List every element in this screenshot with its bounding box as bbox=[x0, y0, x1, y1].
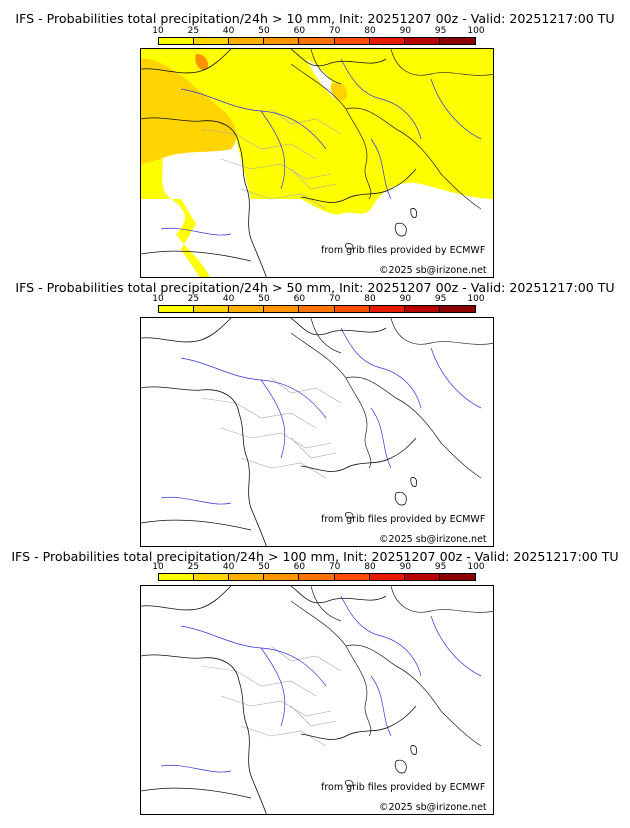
colorbar-tick-label: 25 bbox=[187, 26, 200, 36]
colorbar-swatch bbox=[334, 574, 370, 580]
colorbar-swatch bbox=[229, 574, 265, 580]
colorbar-tick-label: 25 bbox=[187, 294, 200, 304]
colorbar-tick-label: 95 bbox=[434, 562, 447, 572]
colorbar-swatch bbox=[439, 306, 475, 312]
colorbar-tick-label: 80 bbox=[364, 562, 376, 572]
panel-title: IFS - Probabilities total precipitation/… bbox=[15, 280, 615, 295]
colorbar-tick-label: 70 bbox=[328, 294, 341, 304]
colorbar-tick-label: 90 bbox=[399, 26, 412, 36]
coastline bbox=[141, 318, 417, 546]
colorbar-tick-label: 100 bbox=[467, 562, 485, 572]
source-credit: from grib files provided by ECMWF bbox=[321, 782, 486, 793]
probability-shading bbox=[141, 49, 493, 277]
colorbar-tick-label: 50 bbox=[258, 294, 270, 304]
colorbar-tick-label: 10 bbox=[152, 294, 164, 304]
probability-area-10-25-inland bbox=[141, 49, 493, 215]
colorbar-swatch bbox=[299, 306, 335, 312]
colorbar-swatch bbox=[159, 38, 195, 44]
country-borders bbox=[290, 586, 493, 747]
probability-colorbar: 10 25 40 50 60 70 80 90 95 100 bbox=[152, 294, 485, 314]
map-canvas bbox=[141, 586, 493, 814]
colorbar-swatches bbox=[158, 305, 476, 313]
colorbar-swatch bbox=[369, 38, 405, 44]
copyright-credit: ©2025 sb@irizone.net bbox=[379, 534, 487, 545]
panel-title: IFS - Probabilities total precipitation/… bbox=[11, 549, 619, 564]
colorbar-swatch bbox=[369, 574, 405, 580]
colorbar-swatch bbox=[334, 306, 370, 312]
colorbar-swatches bbox=[158, 37, 476, 45]
colorbar-swatch bbox=[299, 38, 335, 44]
country-borders bbox=[290, 318, 493, 479]
colorbar-tick-label: 80 bbox=[364, 26, 376, 36]
probability-area-10-25 bbox=[141, 49, 493, 277]
colorbar-swatch bbox=[404, 38, 440, 44]
coastline bbox=[141, 586, 417, 814]
colorbar-tick-label: 60 bbox=[293, 562, 306, 572]
colorbar-swatch bbox=[334, 38, 370, 44]
source-credit: from grib files provided by ECMWF bbox=[321, 245, 486, 256]
colorbar-tick-label: 95 bbox=[434, 294, 447, 304]
region-boundaries bbox=[200, 645, 342, 747]
probability-colorbar: 10 25 40 50 60 70 80 90 95 100 bbox=[152, 26, 485, 46]
coastline bbox=[141, 49, 417, 277]
rivers bbox=[160, 58, 482, 236]
colorbar-swatch bbox=[439, 38, 475, 44]
rivers bbox=[160, 327, 482, 505]
islands bbox=[344, 745, 418, 787]
colorbar-swatch bbox=[159, 574, 195, 580]
colorbar-tick-label: 60 bbox=[293, 26, 306, 36]
colorbar-swatch bbox=[194, 574, 230, 580]
precipitation-map: from grib files provided by ECMWF ©2025 … bbox=[140, 317, 494, 547]
precipitation-map: from grib files provided by ECMWF ©2025 … bbox=[140, 585, 494, 815]
copyright-credit: ©2025 sb@irizone.net bbox=[379, 802, 487, 813]
colorbar-swatch bbox=[369, 306, 405, 312]
rivers bbox=[160, 595, 482, 773]
colorbar-swatch bbox=[264, 306, 300, 312]
map-canvas bbox=[141, 318, 493, 546]
colorbar-swatch bbox=[194, 306, 230, 312]
colorbar-tick-label: 25 bbox=[187, 562, 200, 572]
colorbar-tick-label: 10 bbox=[152, 562, 164, 572]
islands bbox=[344, 477, 418, 519]
colorbar-tick-label: 100 bbox=[467, 294, 485, 304]
colorbar-swatch bbox=[404, 574, 440, 580]
colorbar-tick-label: 70 bbox=[328, 562, 341, 572]
colorbar-swatch bbox=[299, 574, 335, 580]
colorbar-swatch bbox=[404, 306, 440, 312]
colorbar-swatch bbox=[159, 306, 195, 312]
colorbar-swatch bbox=[264, 38, 300, 44]
colorbar-tick-label: 40 bbox=[222, 26, 235, 36]
colorbar-tick-label: 100 bbox=[467, 26, 485, 36]
colorbar-swatches bbox=[158, 573, 476, 581]
colorbar-tick-label: 80 bbox=[364, 294, 376, 304]
colorbar-tick-label: 50 bbox=[258, 26, 270, 36]
region-boundaries bbox=[200, 377, 342, 479]
colorbar-tick-label: 40 bbox=[222, 294, 235, 304]
colorbar-tick-label: 90 bbox=[399, 294, 412, 304]
colorbar-swatch bbox=[229, 38, 265, 44]
colorbar-tick-label: 90 bbox=[399, 562, 412, 572]
colorbar-swatch bbox=[439, 574, 475, 580]
colorbar-tick-label: 95 bbox=[434, 26, 447, 36]
colorbar-tick-label: 70 bbox=[328, 26, 341, 36]
colorbar-swatch bbox=[264, 574, 300, 580]
region-boundaries bbox=[200, 108, 342, 210]
colorbar-tick-label: 10 bbox=[152, 26, 164, 36]
probability-area-50-60 bbox=[195, 53, 209, 71]
source-credit: from grib files provided by ECMWF bbox=[321, 514, 486, 525]
probability-area-25-40-coast bbox=[181, 108, 208, 133]
precipitation-map: from grib files provided by ECMWF ©2025 … bbox=[140, 48, 494, 278]
colorbar-swatch bbox=[194, 38, 230, 44]
colorbar-swatch bbox=[229, 306, 265, 312]
colorbar-tick-label: 50 bbox=[258, 562, 270, 572]
panel-title: IFS - Probabilities total precipitation/… bbox=[15, 11, 615, 26]
islands bbox=[344, 208, 418, 250]
colorbar-tick-label: 60 bbox=[293, 294, 306, 304]
copyright-credit: ©2025 sb@irizone.net bbox=[379, 265, 487, 276]
map-canvas bbox=[141, 49, 493, 277]
country-borders bbox=[290, 49, 493, 210]
probability-colorbar: 10 25 40 50 60 70 80 90 95 100 bbox=[152, 562, 485, 582]
colorbar-tick-label: 40 bbox=[222, 562, 235, 572]
